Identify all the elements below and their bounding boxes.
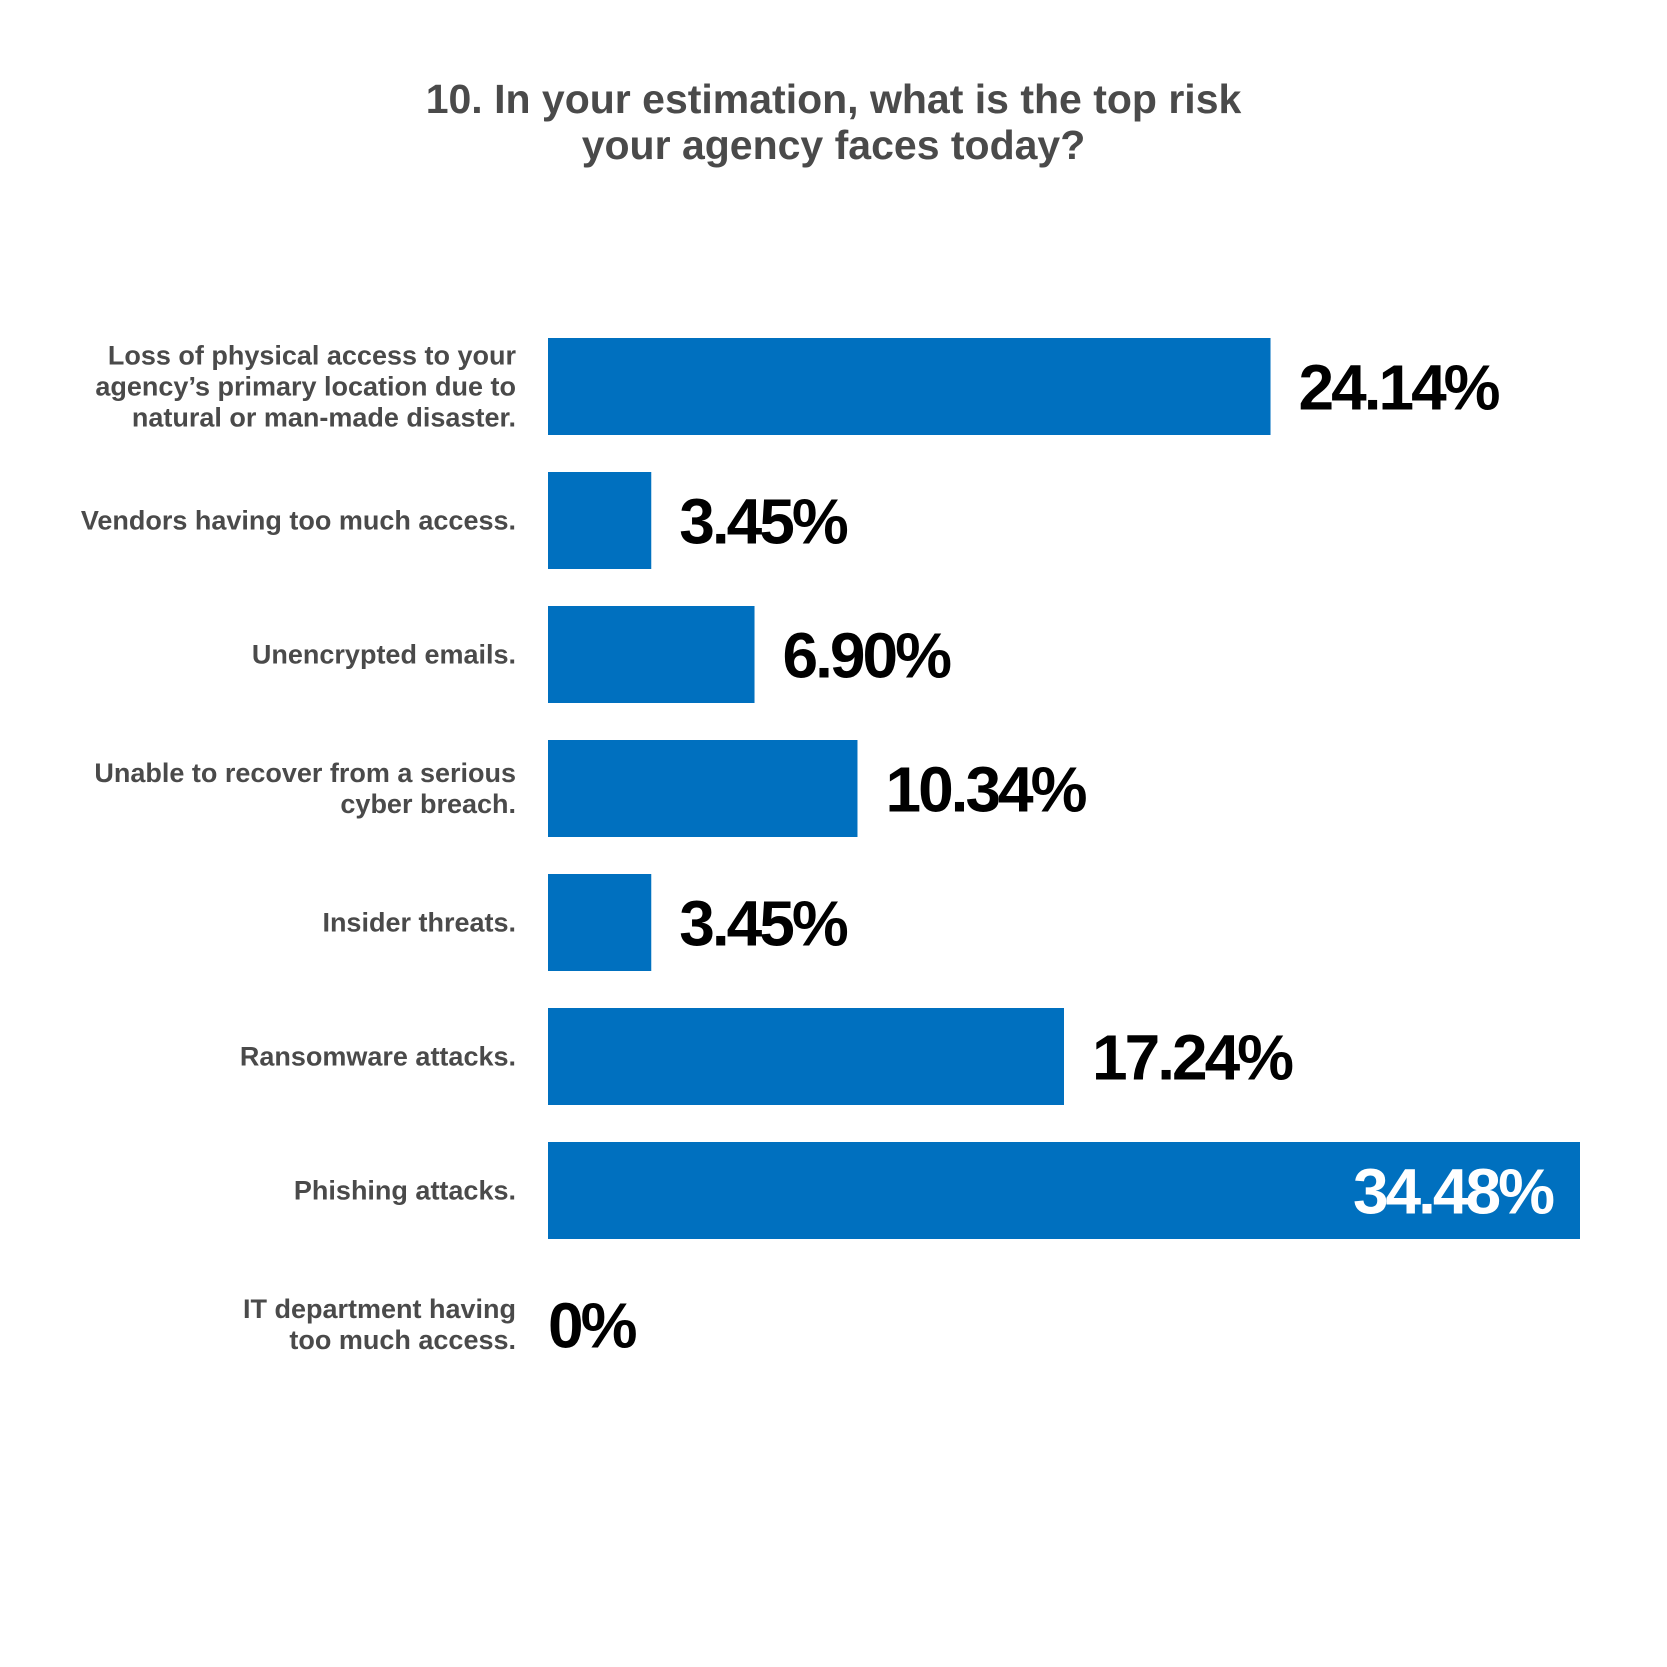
value-label-3: 6.90% bbox=[783, 620, 952, 692]
value-label-2: 3.45% bbox=[679, 486, 848, 558]
category-label-4-line-2: cyber breach. bbox=[340, 789, 516, 819]
category-label-6: Ransomware attacks. bbox=[240, 1042, 516, 1072]
category-label-1-line-1: Loss of physical access to your bbox=[108, 341, 517, 371]
category-label-8: IT department having too much access. bbox=[243, 1294, 516, 1355]
chart-title-line-2: your agency faces today? bbox=[581, 122, 1086, 168]
category-label-7: Phishing attacks. bbox=[294, 1176, 516, 1206]
bar-1 bbox=[548, 338, 1271, 435]
category-label-8-line-1: IT department having bbox=[243, 1294, 516, 1324]
value-label-5: 3.45% bbox=[679, 888, 848, 960]
chart-title-line-1: 10. In your estimation, what is the top … bbox=[425, 76, 1242, 122]
category-label-4: Unable to recover from a serious cyber br… bbox=[94, 758, 516, 819]
category-label-4-line-1: Unable to recover from a serious bbox=[94, 758, 516, 788]
category-label-7-line-1: Phishing attacks. bbox=[294, 1176, 516, 1206]
category-label-1-line-2: agency’s primary location due to bbox=[95, 372, 516, 402]
value-label-6: 17.24% bbox=[1092, 1022, 1293, 1094]
bar-3 bbox=[548, 606, 755, 703]
category-label-1: Loss of physical access to your agency’s … bbox=[95, 341, 516, 433]
chart-title: 10. In your estimation, what is the top … bbox=[0, 76, 1667, 168]
value-label-4: 10.34% bbox=[885, 754, 1086, 826]
category-label-5: Insider threats. bbox=[322, 908, 516, 938]
category-label-2-line-1: Vendors having too much access. bbox=[81, 506, 516, 536]
bar-2 bbox=[548, 472, 652, 569]
category-label-2: Vendors having too much access. bbox=[81, 506, 516, 536]
bar-5 bbox=[548, 874, 652, 971]
value-label-1: 24.14% bbox=[1299, 352, 1500, 424]
bar-7 bbox=[548, 1142, 1580, 1239]
category-label-3: Unencrypted emails. bbox=[252, 640, 516, 670]
category-label-5-line-1: Insider threats. bbox=[322, 908, 516, 938]
category-label-1-line-3: natural or man-made disaster. bbox=[132, 403, 516, 433]
value-label-7: 34.48% bbox=[1353, 1156, 1554, 1228]
category-label-8-line-2: too much access. bbox=[289, 1325, 516, 1355]
category-label-6-line-1: Ransomware attacks. bbox=[240, 1042, 516, 1072]
bar-6 bbox=[548, 1008, 1064, 1105]
category-label-3-line-1: Unencrypted emails. bbox=[252, 640, 516, 670]
bar-4 bbox=[548, 740, 858, 837]
value-label-8: 0% bbox=[548, 1290, 637, 1362]
